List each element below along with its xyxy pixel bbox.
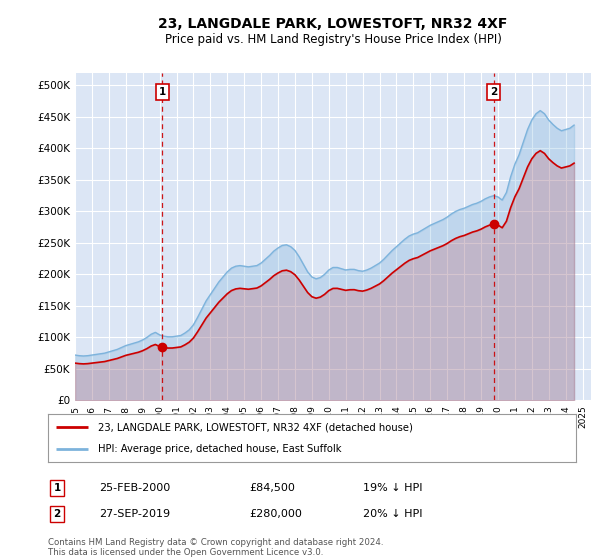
Text: 2: 2 bbox=[490, 87, 497, 97]
Text: 1: 1 bbox=[158, 87, 166, 97]
Text: Price paid vs. HM Land Registry's House Price Index (HPI): Price paid vs. HM Land Registry's House … bbox=[164, 32, 502, 46]
Text: 1: 1 bbox=[53, 483, 61, 493]
Text: 23, LANGDALE PARK, LOWESTOFT, NR32 4XF: 23, LANGDALE PARK, LOWESTOFT, NR32 4XF bbox=[158, 17, 508, 31]
Text: 19% ↓ HPI: 19% ↓ HPI bbox=[363, 483, 422, 493]
Text: 25-FEB-2000: 25-FEB-2000 bbox=[99, 483, 170, 493]
Text: £280,000: £280,000 bbox=[249, 509, 302, 519]
Text: 27-SEP-2019: 27-SEP-2019 bbox=[99, 509, 170, 519]
Text: 23, LANGDALE PARK, LOWESTOFT, NR32 4XF (detached house): 23, LANGDALE PARK, LOWESTOFT, NR32 4XF (… bbox=[98, 422, 413, 432]
Text: 2: 2 bbox=[53, 509, 61, 519]
Text: 20% ↓ HPI: 20% ↓ HPI bbox=[363, 509, 422, 519]
Text: Contains HM Land Registry data © Crown copyright and database right 2024.
This d: Contains HM Land Registry data © Crown c… bbox=[48, 538, 383, 557]
Text: £84,500: £84,500 bbox=[249, 483, 295, 493]
Text: HPI: Average price, detached house, East Suffolk: HPI: Average price, detached house, East… bbox=[98, 444, 341, 454]
